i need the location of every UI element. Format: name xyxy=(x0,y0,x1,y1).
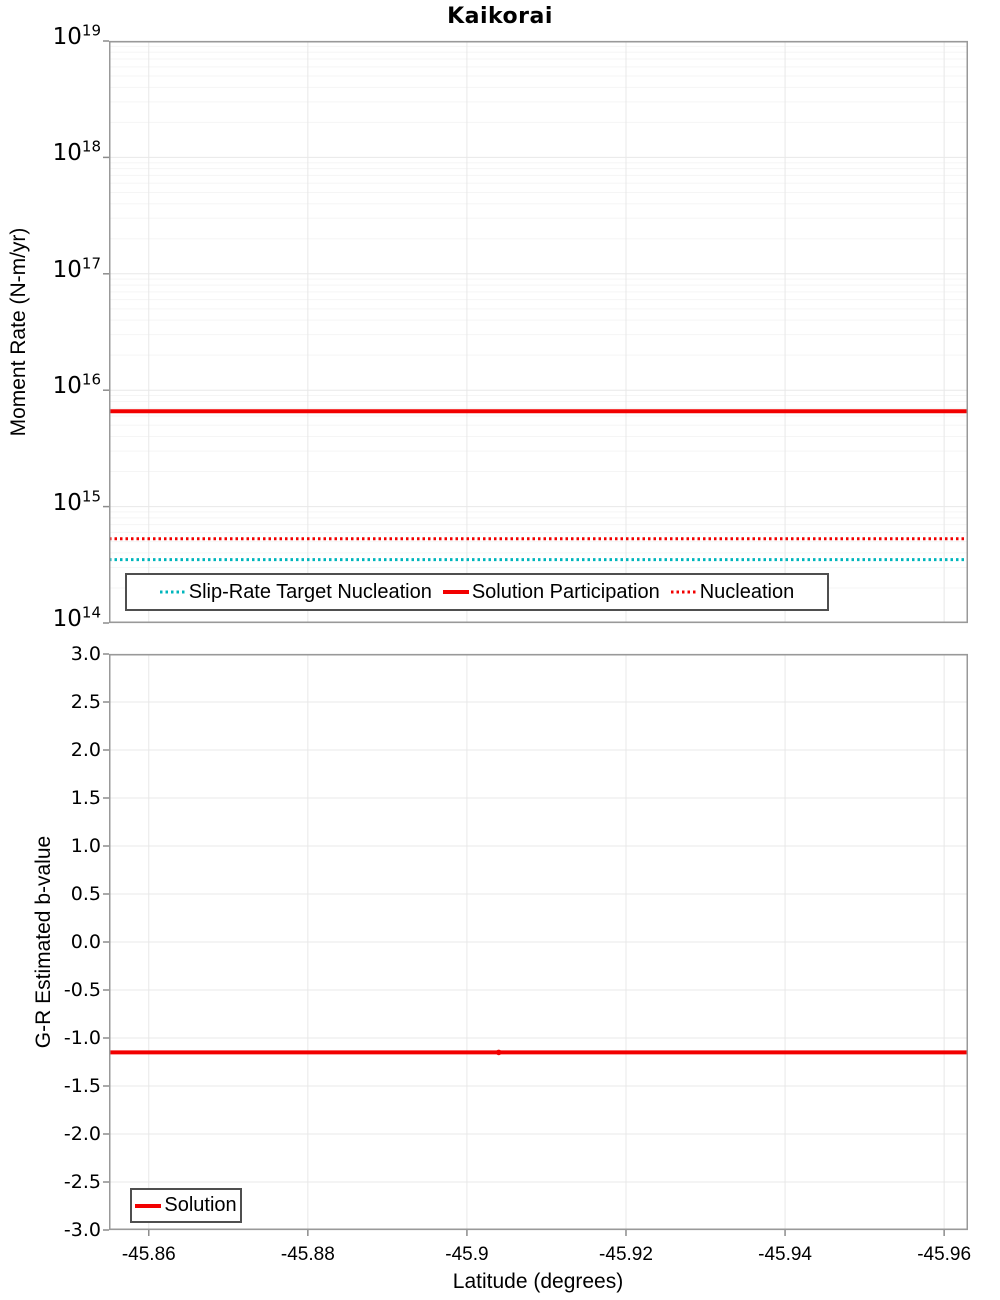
y-tick-label: 1017 xyxy=(52,254,101,283)
legend-item-solution: Solution xyxy=(135,1194,237,1217)
x-tick-label: -45.96 xyxy=(917,1244,972,1265)
b-value-legend: Solution xyxy=(130,1188,242,1223)
y-tick-label: 0.0 xyxy=(70,931,101,953)
x-tick-label: -45.88 xyxy=(280,1244,335,1265)
x-tick-label: -45.94 xyxy=(758,1244,812,1265)
chart-title: Kaikorai xyxy=(447,4,553,29)
legend-item-nucleation: Nucleation xyxy=(670,580,795,604)
x-tick-label: -45.92 xyxy=(599,1244,653,1265)
bottom-y-axis-label: G-R Estimated b-value xyxy=(32,835,55,1049)
y-tick-label: 1.0 xyxy=(70,835,101,857)
legend-label: Solution xyxy=(164,1194,237,1216)
y-tick-label: 1015 xyxy=(52,486,101,516)
y-tick-label: 1014 xyxy=(52,603,101,632)
y-tick-label: -1.0 xyxy=(63,1027,101,1049)
y-tick-label: 2.0 xyxy=(70,739,101,761)
moment-rate-plot-area xyxy=(103,40,968,624)
y-tick-label: 1018 xyxy=(52,137,101,167)
x-tick-label: -45.86 xyxy=(121,1244,176,1265)
y-tick-label: 1019 xyxy=(52,21,101,50)
y-tick-label: 1.5 xyxy=(70,787,101,809)
legend-item-solution-participation: Solution Participation xyxy=(442,580,660,604)
y-tick-label: -3.0 xyxy=(63,1219,101,1241)
moment-rate-legend: Slip-Rate Target Nucleation Solution Par… xyxy=(125,573,829,611)
x-tick-label: -45.9 xyxy=(445,1244,489,1265)
y-tick-label: 1016 xyxy=(52,370,101,400)
b-value-plot-area xyxy=(103,653,968,1236)
solid-line-swatch-icon xyxy=(442,590,469,594)
y-tick-label: 0.5 xyxy=(70,883,101,905)
dotted-line-swatch-icon xyxy=(159,590,186,594)
y-tick-label: -2.5 xyxy=(63,1171,101,1193)
y-tick-label: -1.5 xyxy=(63,1075,101,1097)
legend-label: Solution Participation xyxy=(471,580,660,603)
legend-label: Slip-Rate Target Nucleation xyxy=(188,580,432,603)
y-tick-label: 3.0 xyxy=(70,643,101,665)
y-tick-label: -0.5 xyxy=(63,979,101,1001)
y-tick-label: -2.0 xyxy=(63,1123,101,1145)
solid-line-swatch-icon xyxy=(135,1203,162,1208)
legend-item-slip-rate-target-nucleation: Slip-Rate Target Nucleation xyxy=(159,580,432,604)
top-y-axis-label: Moment Rate (N-m/yr) xyxy=(7,227,30,437)
y-tick-label: 2.5 xyxy=(70,691,101,713)
dotted-line-swatch-icon xyxy=(670,590,697,594)
legend-label: Nucleation xyxy=(699,580,795,603)
x-axis-label: Latitude (degrees) xyxy=(452,1270,624,1293)
